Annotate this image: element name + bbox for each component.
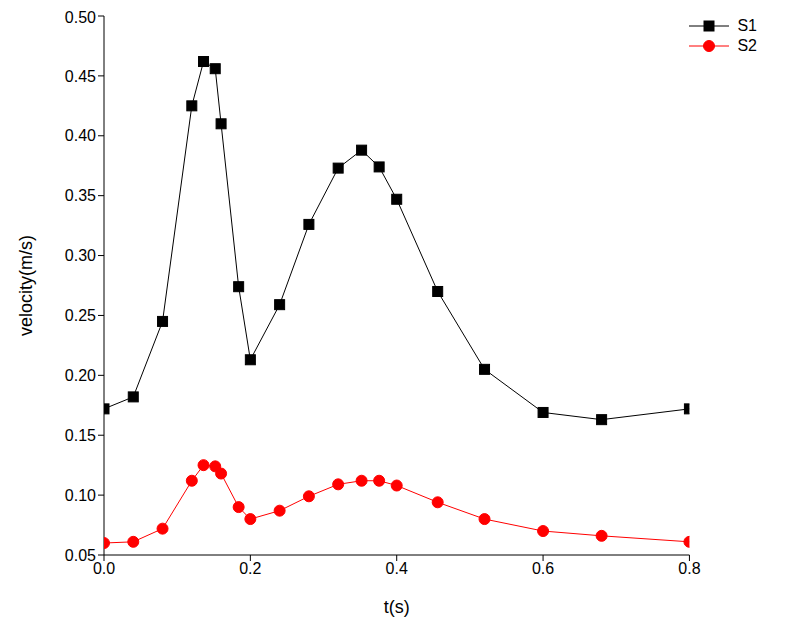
svg-text:t(s): t(s) [384, 597, 410, 617]
html-text:S2: S2 [737, 37, 757, 54]
svg-text:0.40: 0.40 [65, 127, 96, 144]
svg-text:0.35: 0.35 [65, 187, 96, 204]
svg-text:0.4: 0.4 [386, 560, 408, 577]
svg-text:0.45: 0.45 [65, 68, 96, 85]
svg-text:velocity(m/s): velocity(m/s) [16, 235, 36, 336]
svg-text:0.15: 0.15 [65, 427, 96, 444]
svg-text:0.20: 0.20 [65, 367, 96, 384]
svg-text:0.25: 0.25 [65, 307, 96, 324]
svg-text:0.2: 0.2 [239, 560, 261, 577]
svg-text:0.8: 0.8 [678, 560, 700, 577]
html-text:S1: S1 [737, 17, 757, 34]
svg-text:0.6: 0.6 [532, 560, 554, 577]
svg-text:0.10: 0.10 [65, 487, 96, 504]
svg-text:0.50: 0.50 [65, 9, 96, 26]
svg-text:0.30: 0.30 [65, 247, 96, 264]
svg-text:0.0: 0.0 [93, 560, 115, 577]
svg-text:0.05: 0.05 [65, 547, 96, 564]
